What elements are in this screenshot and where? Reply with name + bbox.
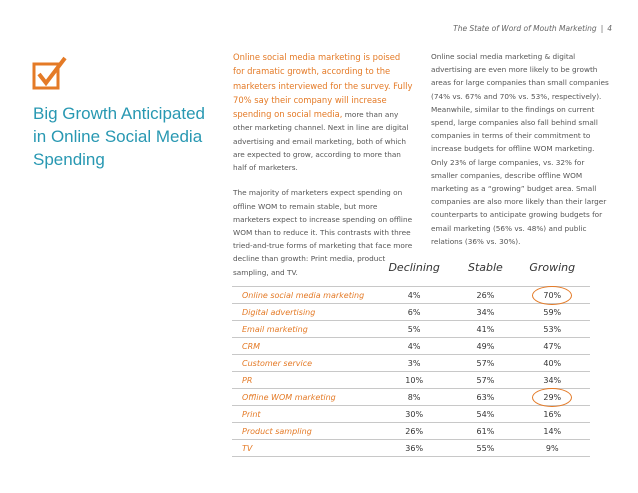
table-row: Digital advertising 6% 34% 59%	[232, 303, 590, 321]
cell: 16%	[514, 405, 590, 423]
cell: 6%	[372, 303, 457, 321]
header: The State of Word of Mouth Marketing | 4	[453, 24, 612, 33]
cell: 70%	[514, 286, 590, 306]
body-text: The majority of marketers expect spendin…	[233, 188, 413, 277]
row-label: Offline WOM marketing	[232, 388, 372, 406]
cell: 8%	[372, 388, 457, 406]
body-text: more than any other marketing channel. N…	[233, 110, 409, 173]
cell: 59%	[514, 303, 590, 321]
cell: 9%	[514, 439, 590, 457]
cell: 30%	[372, 405, 457, 423]
cell: 14%	[514, 422, 590, 440]
cell: 57%	[456, 371, 515, 389]
table-row: Offline WOM marketing 8% 63% 29%	[232, 388, 590, 408]
cell: 63%	[456, 388, 515, 406]
table: Declining Stable Growing Online social medi…	[232, 255, 590, 457]
row-label: PR	[232, 371, 372, 389]
column-header: Stable	[467, 260, 503, 274]
table-row: Print 30% 54% 16%	[232, 405, 590, 423]
cell: 49%	[456, 337, 515, 355]
cell: 34%	[456, 303, 515, 321]
row-label: TV	[232, 439, 372, 457]
header-title: The State of Word of Mouth Marketing	[453, 24, 597, 33]
cell: 5%	[372, 320, 457, 338]
cell: 53%	[514, 320, 590, 338]
row-label: Print	[232, 405, 372, 423]
column-2: Online social media marketing & digital …	[431, 50, 611, 260]
cell: 47%	[514, 337, 590, 355]
check-icon	[32, 56, 67, 90]
cell: 40%	[514, 354, 590, 372]
table-row: Email marketing 5% 41% 53%	[232, 320, 590, 338]
table-row: Customer service 3% 57% 40%	[232, 354, 590, 372]
cell: 3%	[372, 354, 457, 372]
table-row: CRM 4% 49% 47%	[232, 337, 590, 355]
cell: 29%	[514, 388, 590, 408]
column-1: Online social media marketing is poised …	[233, 50, 413, 291]
cell: 57%	[456, 354, 515, 372]
cell: 4%	[372, 286, 457, 304]
cell: 26%	[372, 422, 457, 440]
table-row: TV 36% 55% 9%	[232, 439, 590, 457]
cell: 36%	[372, 439, 457, 457]
cell: 4%	[372, 337, 457, 355]
lead-text: Online social media marketing is poised …	[233, 52, 413, 120]
column-header: Declining	[388, 260, 440, 274]
page-number: 4	[607, 24, 612, 33]
row-label: CRM	[232, 337, 372, 355]
row-label: Product sampling	[232, 422, 372, 440]
row-label: Online social media marketing	[232, 286, 372, 304]
cell: 34%	[514, 371, 590, 389]
body-text: Online social media marketing & digital …	[431, 52, 609, 246]
cell: 41%	[456, 320, 515, 338]
column-header: Growing	[529, 260, 576, 274]
row-label: Customer service	[232, 354, 372, 372]
row-label: Digital advertising	[232, 303, 372, 321]
table-row: Online social media marketing 4% 26% 70%	[232, 286, 590, 306]
cell: 61%	[456, 422, 515, 440]
table-row: PR 10% 57% 34%	[232, 371, 590, 389]
cell: 26%	[456, 286, 515, 304]
cell: 10%	[372, 371, 457, 389]
row-label: Email marketing	[232, 320, 372, 338]
cell: 54%	[456, 405, 515, 423]
table-row: Product sampling 26% 61% 14%	[232, 422, 590, 440]
cell: 55%	[456, 439, 515, 457]
heading: Big Growth Anticipated in Online Social …	[33, 104, 205, 169]
